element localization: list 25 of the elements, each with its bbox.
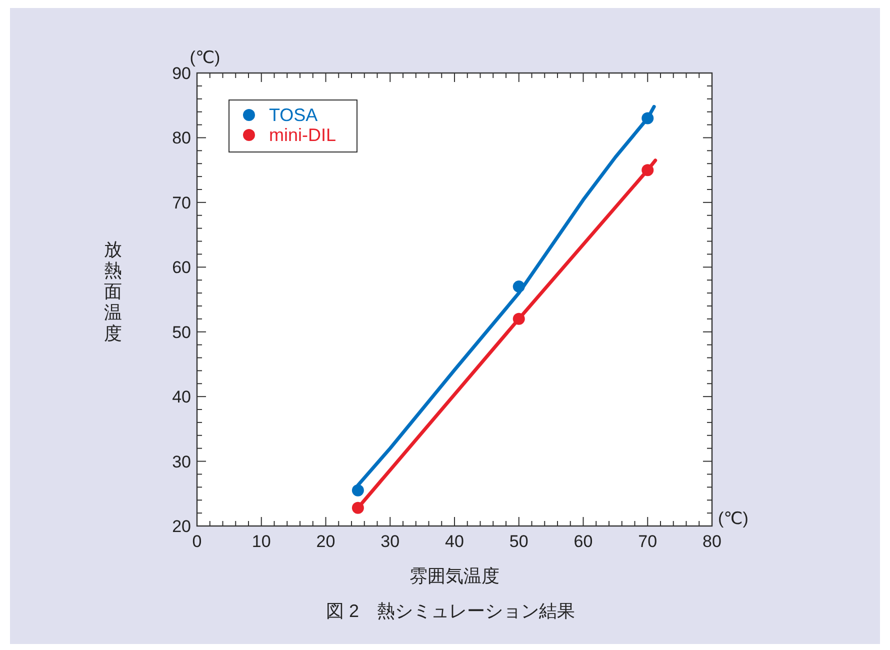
x-tick-label: 10 [252, 532, 271, 551]
text: (℃) [718, 509, 748, 528]
y-tick-label: 50 [172, 322, 191, 342]
text: (℃) [190, 48, 220, 67]
x-axis-title: 雰囲気温度 [410, 566, 500, 586]
x-tick-label: 0 [192, 532, 202, 551]
x-tick-label: 60 [574, 532, 593, 551]
y-tick-label: 80 [172, 128, 191, 148]
x-tick-label: 50 [509, 532, 528, 551]
x-tick-label: 80 [702, 532, 722, 551]
text: 図 2 熱シミュレーション結果 [326, 601, 576, 621]
y-tick-label: 20 [172, 517, 191, 536]
x-tick-label: 40 [445, 532, 464, 551]
y-axis-title: 放熱面温度 [104, 240, 122, 344]
point [352, 484, 364, 496]
y-tick-label: 30 [172, 452, 191, 472]
x-tick-label: 70 [638, 532, 658, 551]
y-tick-label: 60 [172, 258, 191, 278]
y-tick-label: 90 [172, 64, 191, 83]
y-tick-label: 40 [172, 388, 191, 407]
x-tick-label: 20 [316, 532, 336, 551]
y-tick-label: 70 [172, 193, 191, 212]
legend-label: mini-DIL [269, 125, 336, 145]
legend-label: TOSA [269, 105, 318, 125]
x-tick-label: 30 [380, 532, 400, 551]
